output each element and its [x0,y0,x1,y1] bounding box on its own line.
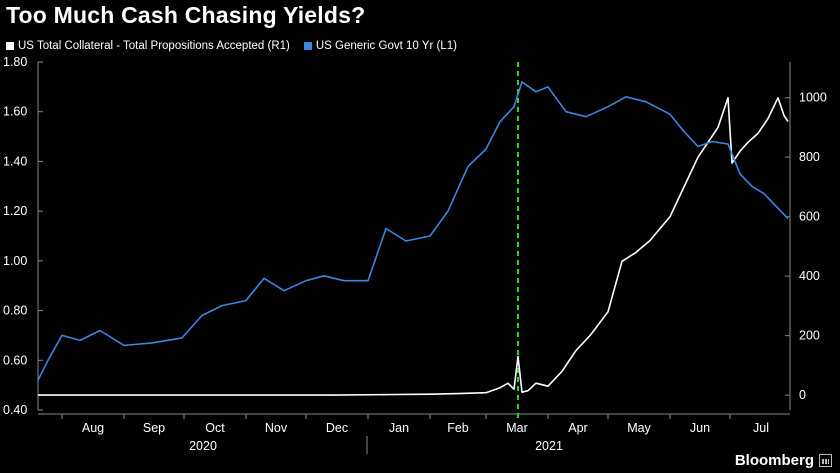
left-tick-label: 1.40 [3,154,27,168]
x-tick-label: May [627,421,651,435]
left-tick-label: 1.00 [3,254,27,268]
right-tick-label: 600 [799,210,820,224]
x-tick-label: Nov [265,421,288,435]
x-tick-label: Jul [753,421,769,435]
left-tick-label: 1.20 [3,204,27,218]
legend-swatch-yield [303,42,312,50]
legend-label-yield: US Generic Govt 10 Yr (L1) [315,40,457,52]
left-tick-label: 0.40 [3,403,27,417]
legend-item-yield: US Generic Govt 10 Yr (L1) [303,40,457,52]
x-tick-label: Feb [447,421,469,435]
left-tick-label: 1.80 [3,55,27,69]
right-tick-label: 400 [799,269,820,283]
legend-swatch-collateral [6,42,14,50]
right-tick-label: 200 [799,329,820,343]
bar-chart-icon [819,454,832,467]
brand-logo: Bloomberg [735,452,832,469]
x-tick-label: Mar [506,421,528,435]
series-line-collateral [38,96,789,396]
brand-name: Bloomberg [734,452,814,469]
x-tick-label: Jun [690,421,710,435]
x-tick-label: Jan [389,421,409,435]
x-tick-label: Oct [205,421,225,435]
year-label-2021: 2021 [535,439,563,453]
legend-label-collateral: US Total Collateral - Total Propositions… [18,40,290,52]
x-tick-label: Apr [568,421,587,435]
x-tick-label: Dec [326,421,348,435]
legend: US Total Collateral - Total Propositions… [6,40,457,52]
left-tick-label: 0.60 [3,353,27,367]
x-tick-label: Sep [143,421,165,435]
right-tick-label: 800 [799,150,820,164]
left-tick-label: 1.60 [3,105,27,119]
x-tick-label: Aug [82,421,104,435]
legend-item-collateral: US Total Collateral - Total Propositions… [6,40,290,52]
year-label-2020: 2020 [189,439,217,453]
right-tick-label: 1000 [799,91,827,105]
chart-title: Too Much Cash Chasing Yields? [6,2,366,28]
right-tick-label: 0 [799,388,806,402]
left-tick-label: 0.80 [3,304,27,318]
series-line-10yr-yield [37,81,789,381]
